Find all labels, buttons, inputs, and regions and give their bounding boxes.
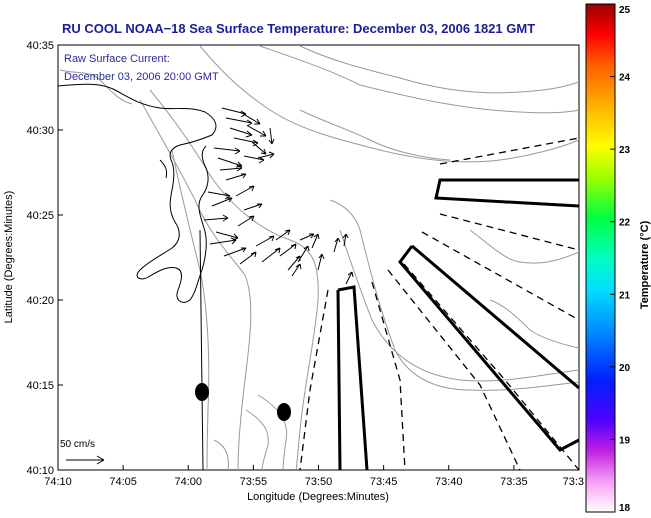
x-tick-label: 73:55	[240, 476, 268, 488]
dashed-radial-lines	[299, 137, 580, 471]
colorbar	[585, 3, 616, 513]
scale-label: 50 cm/s	[60, 439, 95, 450]
scale-arrow	[66, 455, 105, 465]
colorbar-tick-label: 24	[619, 73, 631, 84]
station-marker	[277, 403, 291, 421]
x-tick-label: 74:10	[44, 476, 72, 488]
y-tick-label: 40:25	[26, 210, 54, 222]
colorbar-tick-label: 21	[619, 290, 631, 301]
y-axis-label: Latitude (Degrees:Minutes)	[3, 191, 15, 324]
x-tick-label: 73:45	[370, 476, 398, 488]
colorbar-label: Temperature (°C)	[639, 220, 651, 309]
colorbar-tick-label: 20	[619, 363, 631, 374]
x-tick-label: 73:40	[435, 476, 463, 488]
x-tick-label: 73:3	[563, 476, 584, 488]
station-marker	[195, 383, 209, 401]
coastline	[57, 83, 217, 471]
current-label: Raw Surface Current:	[64, 53, 170, 65]
y-tick-label: 40:15	[26, 380, 54, 392]
y-tick-label: 40:20	[26, 295, 54, 307]
x-tick-label: 73:50	[305, 476, 333, 488]
x-axis-ticks: 74:10 74:05 74:00 73:55 73:50 73:45 73:40 73:35…	[44, 465, 584, 488]
map-layers: Raw Surface Current: December 03, 2006 2…	[57, 45, 580, 471]
colorbar-tick-label: 19	[619, 435, 631, 446]
colorbar-ticks: 25 24 23 22 21 20 19 18	[610, 3, 631, 514]
plot-frame	[57, 44, 580, 471]
current-time: December 03, 2006 20:00 GMT	[64, 71, 219, 83]
x-tick-label: 74:05	[109, 476, 137, 488]
survey-boxes	[336, 178, 580, 471]
x-tick-label: 73:35	[500, 476, 528, 488]
y-tick-label: 40:10	[26, 465, 54, 477]
colorbar-tick-label: 23	[619, 145, 631, 156]
current-vectors	[203, 107, 354, 285]
x-axis-label: Longitude (Degrees:Minutes)	[247, 491, 389, 503]
bathymetry-contours	[59, 45, 580, 471]
colorbar-tick-label: 18	[619, 503, 631, 514]
x-tick-label: 74:00	[174, 476, 202, 488]
colorbar-tick-label: 22	[619, 218, 631, 229]
y-tick-label: 40:30	[26, 125, 54, 137]
figure-title: RU COOL NOAA−18 Sea Surface Temperature:…	[62, 21, 535, 36]
y-tick-label: 40:35	[26, 40, 54, 52]
colorbar-tick-label: 25	[619, 5, 631, 16]
y-axis-ticks: 40:35 40:30 40:25 40:20 40:15 40:10	[26, 40, 63, 477]
